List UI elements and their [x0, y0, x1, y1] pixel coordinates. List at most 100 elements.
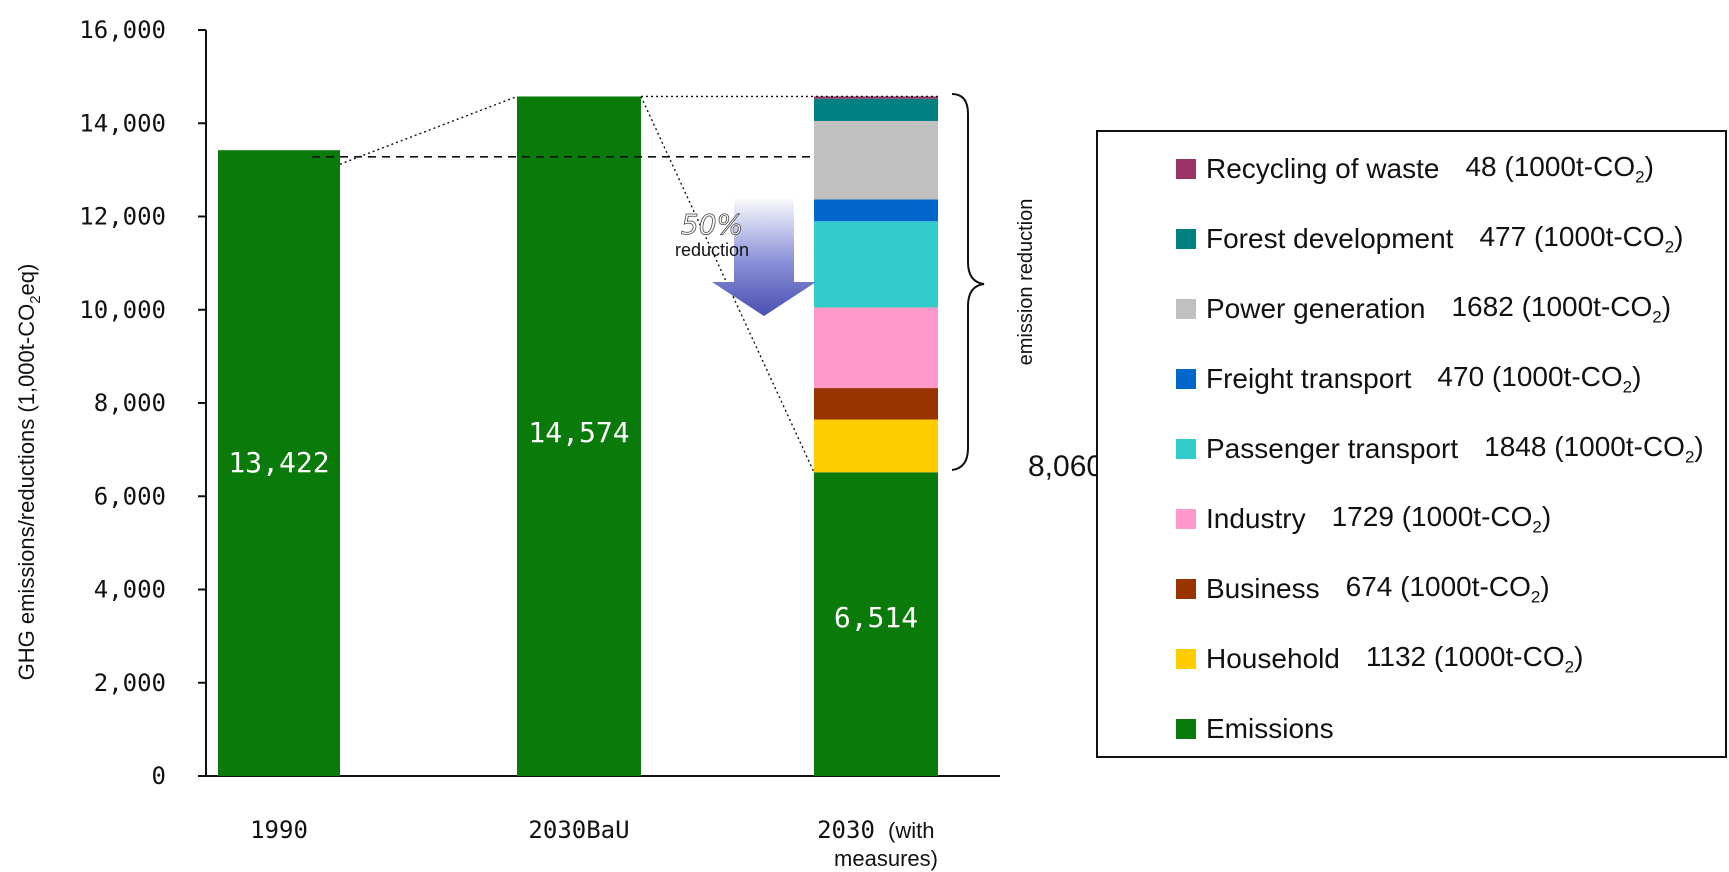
- legend-value-number: 48: [1465, 150, 1497, 182]
- legend-item-name: Recycling of waste: [1206, 153, 1440, 184]
- legend-item-power-generation: Power generation 1682 (1000t-CO2): [1176, 291, 1671, 328]
- legend-item-value: 1848 (1000t-CO2): [1484, 431, 1704, 468]
- legend-item-forest-development: Forest development 477 (1000t-CO2): [1176, 221, 1683, 258]
- bar-value-label: 13,422: [228, 446, 329, 479]
- legend-item-passenger-transport: Passenger transport 1848 (1000t-CO2): [1176, 431, 1704, 468]
- legend-unit-subscript: 2: [1635, 167, 1645, 187]
- bar-segment-power-generation: [814, 120, 938, 200]
- y-tick-label: 12,000: [79, 203, 166, 231]
- bar-segment-recycling-of-waste: [814, 96, 938, 99]
- legend-value-number: 1132: [1365, 640, 1427, 672]
- legend-item-name: Passenger transport: [1206, 433, 1459, 464]
- category-label: 2030: [817, 816, 875, 844]
- bar-value-label: 14,574: [528, 416, 629, 449]
- legend-unit: (1000t-CO: [1504, 150, 1636, 182]
- legend-unit-close: ): [1674, 220, 1684, 252]
- bar-segment-industry: [814, 307, 938, 389]
- bar-segment-emissions: [814, 472, 938, 776]
- legend-item-name: Business: [1206, 573, 1320, 604]
- legend-swatch: [1176, 299, 1196, 319]
- legend-unit: (1000t-CO: [1521, 290, 1653, 322]
- legend-item-name: Emissions: [1206, 713, 1334, 744]
- legend-unit-close: ): [1694, 430, 1704, 462]
- brace-label: emission reduction: [1015, 199, 1037, 366]
- bar-segments: [218, 96, 938, 777]
- legend-unit: (1000t-CO: [1554, 430, 1685, 462]
- legend-value-number: 1682: [1451, 290, 1514, 322]
- legend-item-name: Industry: [1206, 503, 1306, 534]
- legend-unit-close: ): [1644, 150, 1654, 182]
- y-tick-label: 16,000: [79, 16, 166, 44]
- legend-value-number: 470: [1437, 360, 1485, 392]
- legend-item-household: Household 1132 (1000t-CO2): [1176, 641, 1584, 678]
- legend-swatch: [1176, 159, 1196, 179]
- legend-swatch: [1176, 439, 1196, 459]
- legend-unit-close: ): [1661, 290, 1672, 322]
- y-tick-label: 6,000: [94, 482, 166, 510]
- legend-unit: (1000t-CO: [1401, 500, 1533, 532]
- legend-item-name: Household: [1206, 643, 1340, 674]
- legend-unit-subscript: 2: [1664, 237, 1675, 257]
- legend-item-value: 48 (1000t-CO2): [1465, 151, 1653, 188]
- bar-segment-business: [814, 388, 938, 420]
- y-tick-label: 2,000: [94, 669, 166, 697]
- bar-segment-forest-development: [814, 98, 938, 121]
- reduction-percent: 50%: [681, 208, 743, 241]
- category-label: 1990: [250, 816, 308, 844]
- y-tick-label: 14,000: [79, 109, 166, 137]
- emission-reduction-brace: [951, 93, 985, 471]
- legend-unit-subscript: 2: [1684, 447, 1695, 467]
- category-label: 2030BaU: [528, 816, 629, 844]
- bar-value-label: 6,514: [834, 601, 918, 634]
- reduction-word: reduction: [675, 240, 749, 260]
- legend-item-freight-transport: Freight transport 470 (1000t-CO2): [1176, 361, 1641, 398]
- legend-item-value: 674 (1000t-CO2): [1346, 571, 1550, 608]
- legend-item-business: Business 674 (1000t-CO2): [1176, 571, 1550, 608]
- category-labels: 1990 2030BaU 2030 (with measures): [250, 816, 938, 871]
- legend-value-number: 477: [1479, 220, 1527, 252]
- legend-item-name: Freight transport: [1206, 363, 1412, 394]
- y-tick-label: 0: [152, 762, 166, 790]
- legend-swatch: [1176, 579, 1196, 599]
- annotations: 50% reduction emission reduction 8,060: [675, 93, 1103, 483]
- bar-value-labels: 13,422 14,574 6,514: [228, 416, 918, 634]
- legend-unit-close: ): [1540, 570, 1550, 602]
- legend-unit-close: ): [1632, 360, 1642, 392]
- legend-value-number: 1729: [1331, 500, 1394, 532]
- connector-1990-to-bau: [339, 95, 518, 165]
- legend-item-name: Forest development: [1206, 223, 1454, 254]
- y-axis-label: GHG emissions/reductions (1,000t-CO2eq): [14, 264, 44, 681]
- reduction-arrow-icon: [712, 196, 816, 316]
- legend-unit: (1000t-CO: [1433, 640, 1565, 672]
- bar-segment-passenger-transport: [814, 221, 938, 308]
- legend-unit: (1000t-CO: [1533, 220, 1665, 252]
- legend-unit-subscript: 2: [1564, 657, 1575, 677]
- legend-item-industry: Industry 1729 (1000t-CO2): [1176, 501, 1552, 538]
- legend-swatch: [1176, 649, 1196, 669]
- y-tick-label: 8,000: [94, 389, 166, 417]
- legend-unit-close: ): [1574, 640, 1584, 672]
- legend-item-value: 1682 (1000t-CO2): [1451, 291, 1671, 328]
- bar-segment-emissions: [517, 96, 641, 777]
- legend-item-value: 477 (1000t-CO2): [1479, 221, 1683, 258]
- y-tick-label: 10,000: [79, 296, 166, 324]
- legend-swatch: [1176, 369, 1196, 389]
- category-label-suffix: (with: [888, 818, 934, 843]
- legend-item-value: 1729 (1000t-CO2): [1332, 501, 1552, 538]
- legend-item-value: 1132 (1000t-CO2): [1366, 641, 1584, 678]
- legend-item-value: 470 (1000t-CO2): [1437, 361, 1641, 398]
- legend-unit: (1000t-CO: [1491, 360, 1623, 392]
- legend-value-number: 674: [1345, 570, 1393, 602]
- reduction-total: 8,060: [1028, 450, 1103, 483]
- category-label-line2: measures): [834, 846, 938, 871]
- legend-unit-subscript: 2: [1532, 517, 1542, 537]
- legend-item-name: Power generation: [1206, 293, 1426, 324]
- legend-unit: (1000t-CO: [1400, 570, 1531, 602]
- legend-unit-close: ): [1541, 500, 1552, 532]
- legend-swatch: [1176, 719, 1196, 739]
- legend-unit-subscript: 2: [1622, 377, 1633, 397]
- legend-unit-subscript: 2: [1530, 587, 1541, 607]
- legend-swatch: [1176, 229, 1196, 249]
- legend-swatch: [1176, 509, 1196, 529]
